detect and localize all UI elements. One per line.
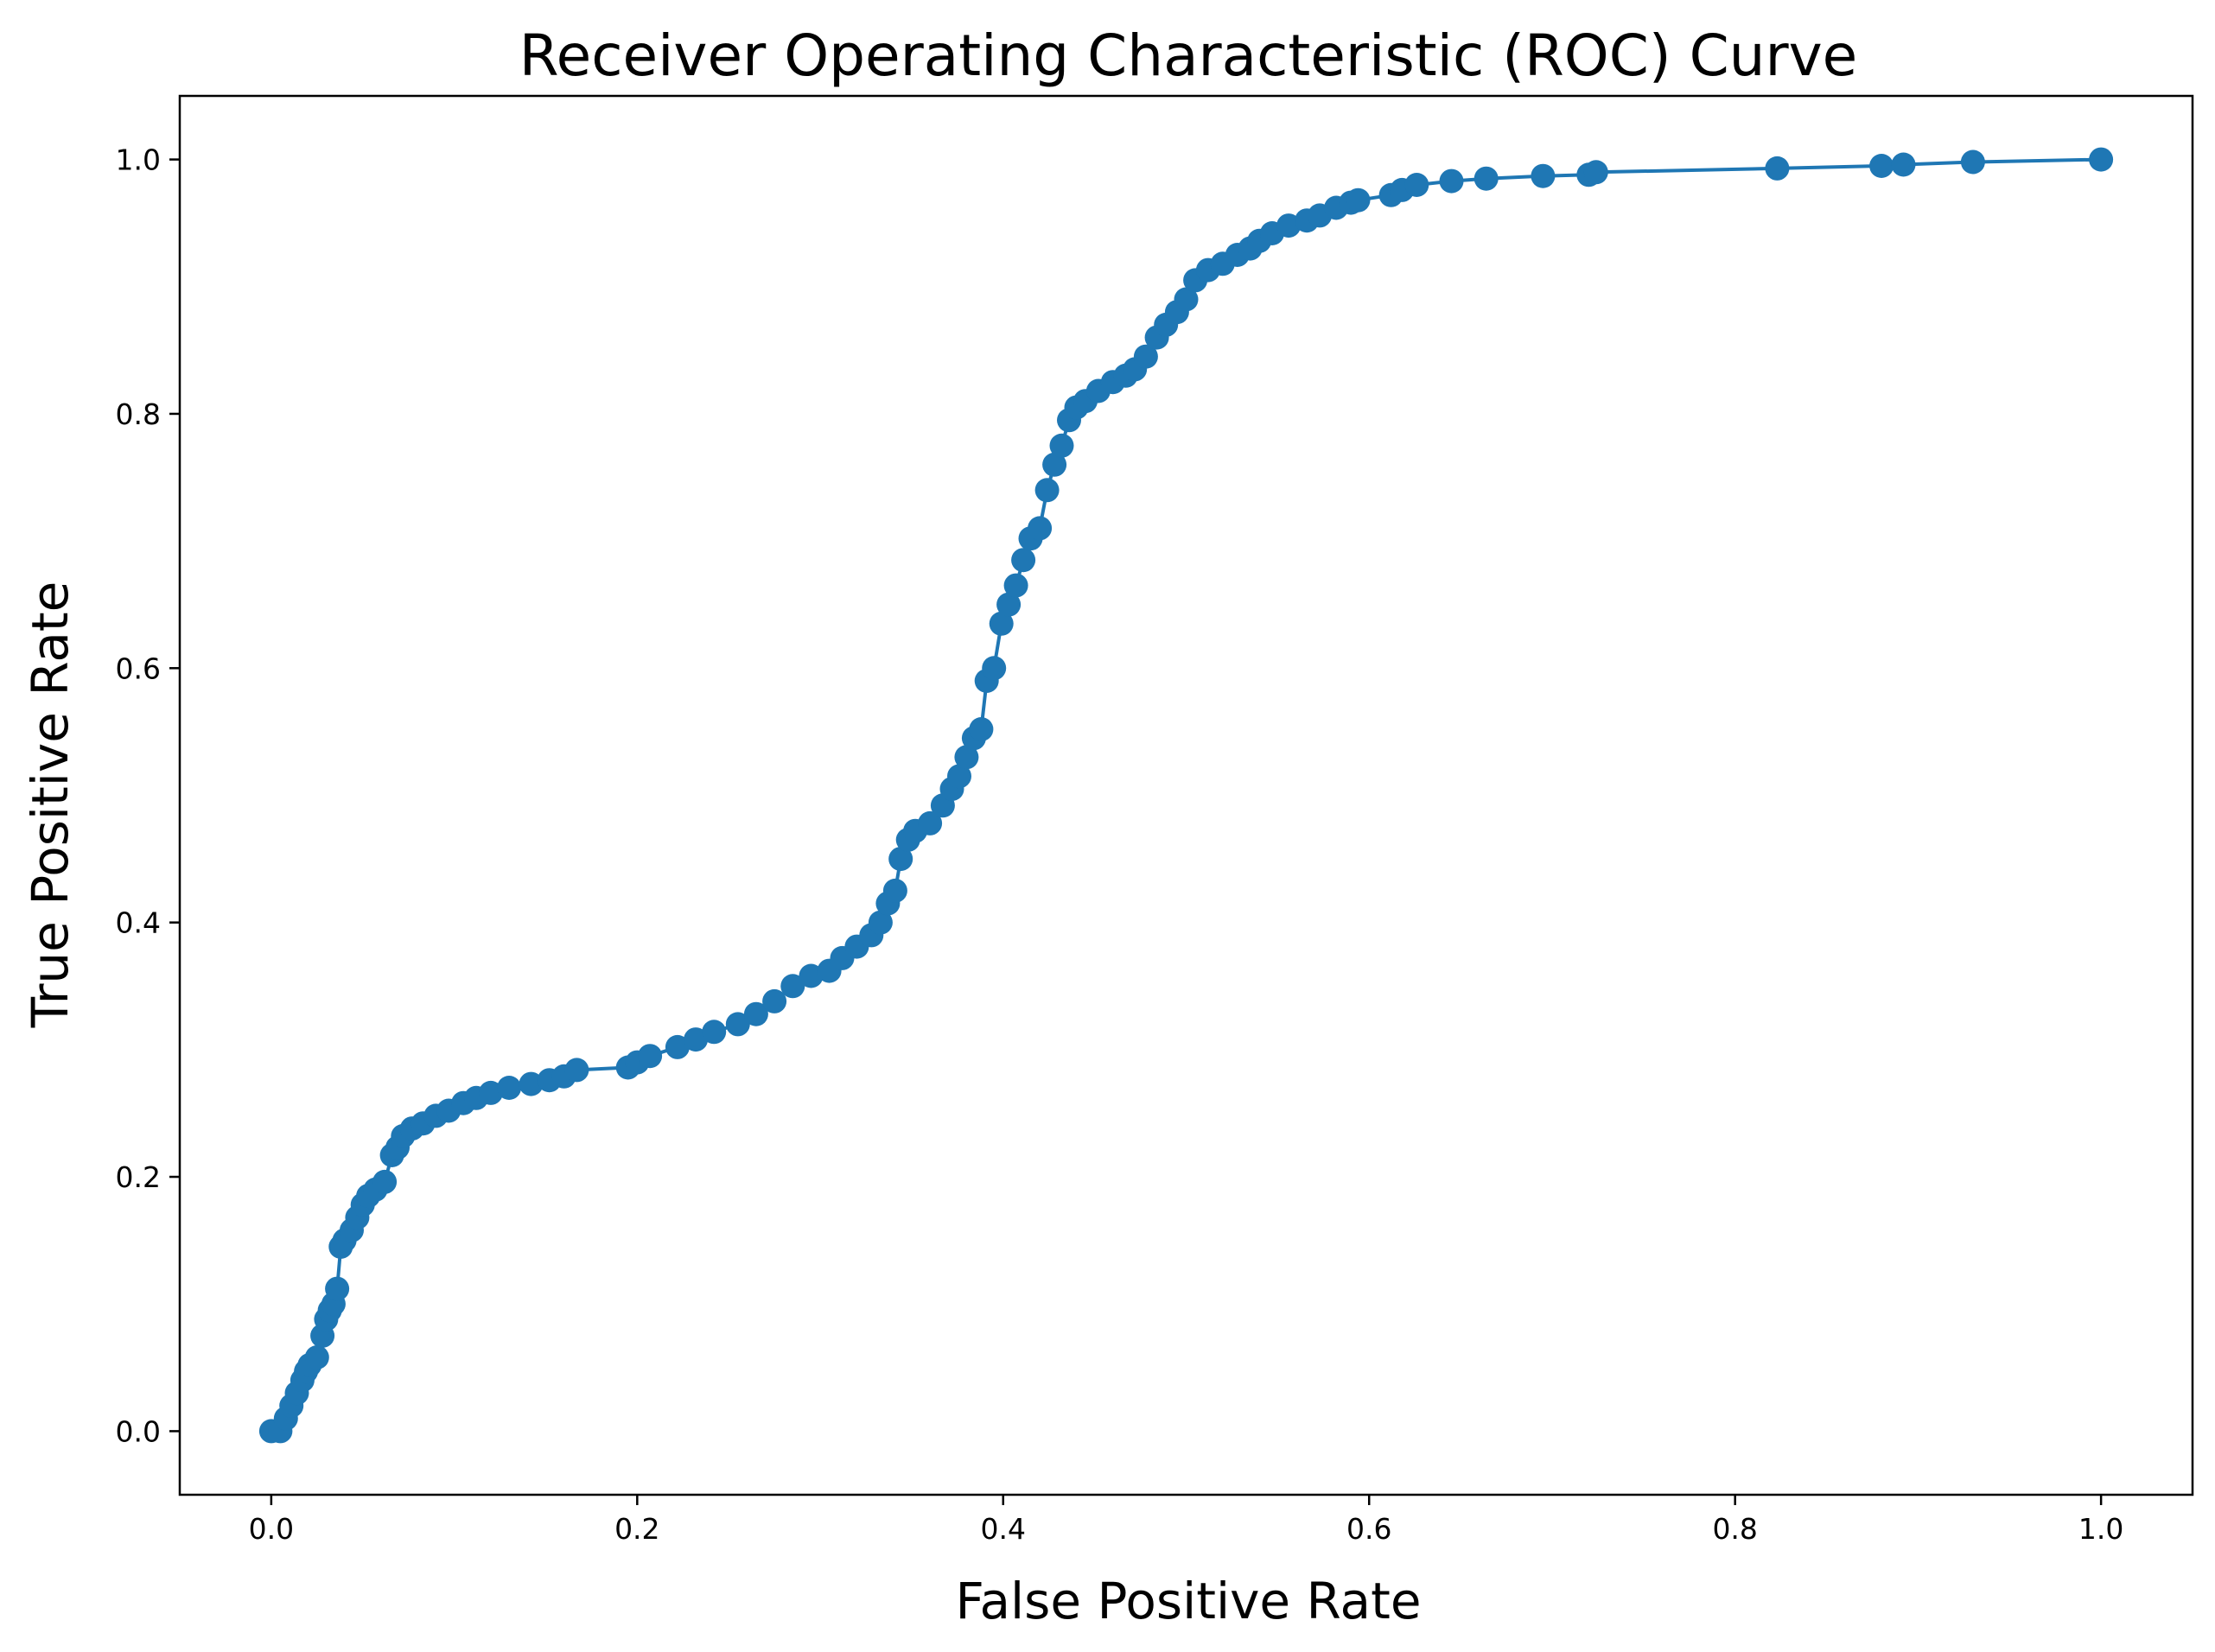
roc-point	[1276, 213, 1302, 238]
roc-point	[638, 1044, 663, 1069]
plot-area	[178, 94, 2194, 1496]
roc-point	[1439, 168, 1464, 194]
y-tick-label: 0.6	[116, 651, 161, 685]
roc-point	[1042, 452, 1067, 477]
roc-point	[519, 1071, 544, 1096]
roc-point	[996, 592, 1022, 617]
x-tick-label: 0.6	[1346, 1512, 1391, 1546]
roc-point	[304, 1345, 329, 1369]
chart-title: Receiver Operating Characteristic (ROC) …	[519, 22, 1858, 89]
roc-point	[762, 988, 787, 1013]
roc-point	[868, 910, 893, 935]
x-tick-label: 0.4	[981, 1512, 1026, 1546]
roc-point	[564, 1058, 589, 1083]
roc-point	[497, 1076, 522, 1100]
roc-point	[1133, 344, 1158, 369]
roc-point	[665, 1034, 690, 1059]
x-tick-label: 0.8	[1712, 1512, 1757, 1546]
roc-point	[1034, 478, 1060, 503]
roc-point	[372, 1169, 398, 1194]
x-axis: 0.0 0.2 0.4 0.6 0.8 1.0	[249, 1495, 2123, 1546]
roc-point	[1049, 433, 1074, 458]
roc-point	[989, 611, 1014, 636]
y-tick-label: 0.0	[116, 1414, 161, 1448]
roc-point	[702, 1020, 727, 1045]
roc-point	[882, 878, 907, 903]
roc-point	[947, 764, 971, 789]
roc-point	[325, 1276, 350, 1301]
x-tick-label: 1.0	[2078, 1512, 2123, 1546]
y-axis: 0.0 0.2 0.4 0.6 0.8 1.0	[116, 143, 180, 1448]
roc-point	[1011, 548, 1036, 573]
x-tick-label: 0.0	[249, 1512, 294, 1546]
roc-point	[1174, 287, 1199, 312]
roc-point	[1765, 156, 1790, 181]
roc-point	[1960, 149, 1985, 175]
roc-point	[1891, 152, 1916, 177]
roc-point	[982, 656, 1007, 681]
roc-point	[1028, 516, 1053, 541]
roc-point	[1869, 154, 1894, 178]
roc-point	[725, 1012, 750, 1037]
roc-point	[1531, 163, 1556, 188]
x-axis-label: False Positive Rate	[955, 1572, 1421, 1630]
roc-point	[954, 745, 979, 770]
roc-point	[1473, 166, 1499, 191]
y-tick-label: 1.0	[116, 143, 161, 177]
y-tick-label: 0.4	[116, 906, 161, 940]
roc-point	[684, 1027, 709, 1052]
x-tick-label: 0.2	[614, 1512, 659, 1546]
y-axis-label: True Positive Rate	[21, 581, 80, 1029]
roc-point	[780, 974, 805, 999]
roc-point	[799, 963, 824, 988]
roc-point	[1346, 187, 1371, 213]
plot-frame	[178, 94, 2194, 1496]
roc-point	[969, 717, 994, 741]
roc-point	[2089, 147, 2114, 172]
y-tick-label: 0.8	[116, 397, 161, 431]
roc-point	[1003, 573, 1028, 598]
roc-point	[478, 1080, 503, 1105]
roc-point	[888, 847, 913, 872]
roc-point	[1583, 160, 1608, 185]
y-tick-label: 0.2	[116, 1160, 161, 1194]
roc-point	[918, 810, 943, 836]
roc-point	[743, 1001, 768, 1026]
roc-point	[1404, 173, 1429, 197]
